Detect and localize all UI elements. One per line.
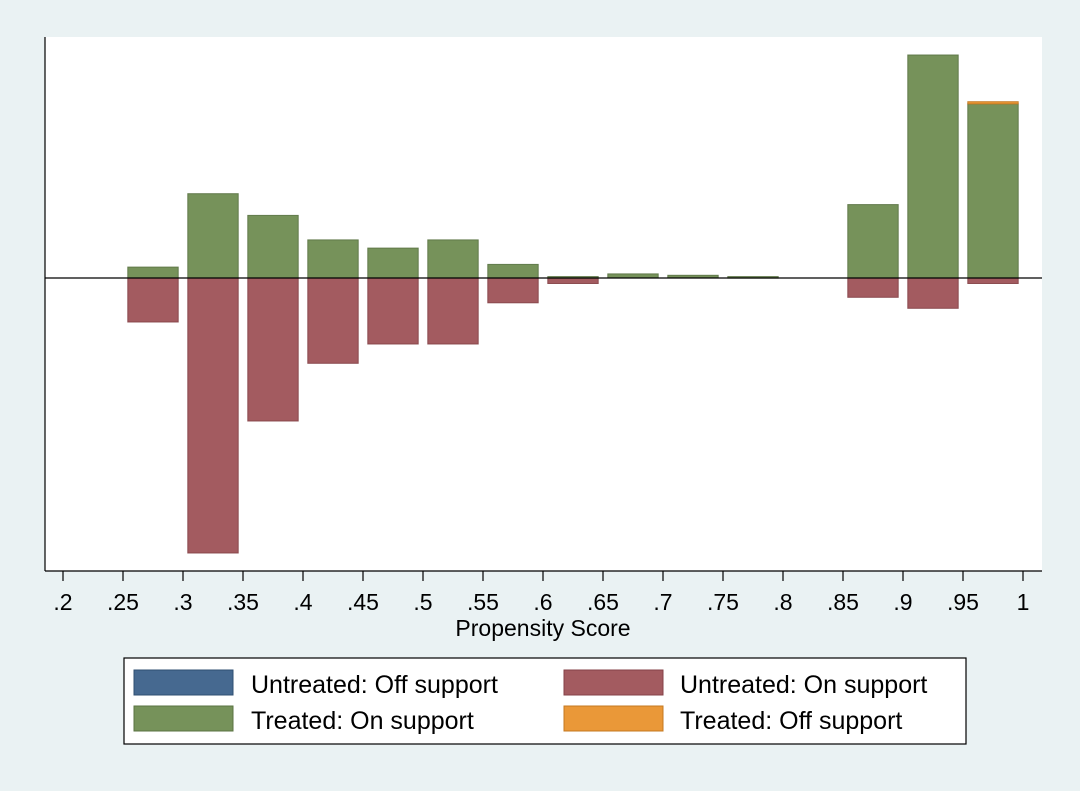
x-axis-title: Propensity Score <box>455 615 630 641</box>
x-tick-label-5: .45 <box>347 589 379 615</box>
bar-untreated-on-support-6 <box>427 277 479 345</box>
bar-untreated-on-support-1 <box>127 277 179 323</box>
bar-treated-on-support-9 <box>607 273 659 279</box>
x-tick-label-0: .2 <box>53 589 72 615</box>
legend-swatch-treated-off-support <box>563 705 664 732</box>
bar-treated-on-support-7 <box>487 263 539 279</box>
bar-treated-on-support-1 <box>127 266 179 279</box>
bar-untreated-on-support-15 <box>967 277 1019 284</box>
x-tick-label-7: .55 <box>467 589 499 615</box>
legend-box <box>123 657 967 745</box>
bar-treated-on-support-14 <box>907 54 959 279</box>
x-tick-label-10: .7 <box>653 589 672 615</box>
x-tick-label-1: .25 <box>107 589 139 615</box>
x-axis-ticks: .2 .25 .3 .35 .4 .45 .5 .55 .6 .65 .7 .75 .8 .85 .9 .95… <box>53 571 1029 615</box>
x-tick-label-12: .8 <box>773 589 792 615</box>
bar-untreated-on-support-5 <box>367 277 419 345</box>
x-tick-label-4: .4 <box>293 589 312 615</box>
bar-treated-on-support-5 <box>367 247 419 279</box>
bar-untreated-on-support-13 <box>847 277 899 298</box>
x-tick-label-15: .95 <box>947 589 979 615</box>
legend-label-treated-off-support: Treated: Off support <box>680 707 902 735</box>
legend-label-untreated-on-support: Untreated: On support <box>680 671 927 699</box>
x-tick-label-13: .85 <box>827 589 859 615</box>
bar-untreated-on-support-8 <box>547 277 599 284</box>
legend-swatch-untreated-on-support <box>563 669 664 696</box>
bar-treated-on-support-3 <box>247 214 299 279</box>
bar-treated-on-support-15 <box>967 103 1019 279</box>
bar-untreated-on-support-14 <box>907 277 959 309</box>
bar-treated-off-support-15 <box>967 101 1019 105</box>
bar-treated-on-support-2 <box>187 193 239 279</box>
x-tick-label-9: .65 <box>587 589 619 615</box>
x-tick-label-14: .9 <box>893 589 912 615</box>
x-tick-label-3: .35 <box>227 589 259 615</box>
legend-label-untreated-off-support: Untreated: Off support <box>251 671 498 699</box>
x-tick-label-11: .75 <box>707 589 739 615</box>
x-tick-label-8: .6 <box>533 589 552 615</box>
bar-treated-on-support-4 <box>307 239 359 279</box>
x-tick-label-6: .5 <box>413 589 432 615</box>
legend-swatch-untreated-off-support <box>133 669 234 696</box>
bar-treated-on-support-6 <box>427 239 479 279</box>
bar-untreated-on-support-7 <box>487 277 539 304</box>
bar-untreated-on-support-2 <box>187 277 239 554</box>
bar-treated-on-support-13 <box>847 204 899 279</box>
bar-untreated-on-support-3 <box>247 277 299 422</box>
bar-untreated-on-support-4 <box>307 277 359 364</box>
x-tick-label-16: 1 <box>1017 589 1030 615</box>
legend: Untreated: Off support Untreated: On supp… <box>123 657 967 745</box>
legend-label-treated-on-support: Treated: On support <box>251 707 474 735</box>
legend-swatch-treated-on-support <box>133 705 234 732</box>
x-tick-label-2: .3 <box>173 589 192 615</box>
